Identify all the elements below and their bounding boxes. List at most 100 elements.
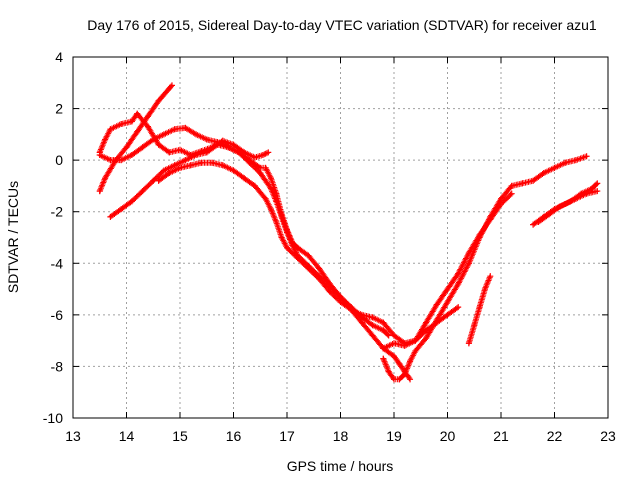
data-point [380, 345, 387, 352]
data-point [144, 123, 151, 130]
y-tick-label: 2 [55, 101, 63, 117]
data-point [471, 322, 478, 329]
y-tick-label: -8 [51, 358, 64, 374]
series-markers [380, 191, 514, 352]
data-point [530, 177, 537, 184]
data-point [423, 327, 430, 334]
data-point [134, 128, 141, 135]
y-tick-label: -10 [43, 410, 63, 426]
data-point [96, 188, 103, 195]
data-point [455, 270, 462, 277]
data-point [326, 288, 333, 295]
data-point [498, 200, 504, 207]
data-point [476, 304, 483, 311]
data-point [225, 144, 232, 151]
data-point [519, 180, 526, 187]
data-point [155, 141, 162, 148]
data-point [166, 170, 173, 177]
data-point [118, 157, 125, 164]
data-point [316, 265, 323, 272]
series-markers [155, 159, 460, 347]
data-point [412, 347, 419, 354]
data-point [487, 216, 494, 223]
data-point [128, 151, 135, 158]
data-point [294, 255, 301, 262]
data-point [508, 182, 515, 189]
data-point [209, 159, 216, 166]
data-point [278, 234, 285, 241]
x-axis-label: GPS time / hours [287, 458, 394, 474]
data-point [102, 136, 109, 143]
data-point [246, 159, 253, 166]
data-point [369, 322, 376, 329]
data-point [567, 198, 574, 205]
data-point [433, 301, 440, 308]
data-point [123, 144, 130, 151]
data-point [177, 164, 183, 171]
data-point [316, 275, 323, 282]
data-point [594, 188, 601, 195]
data-point [369, 314, 376, 321]
data-point [284, 244, 290, 251]
data-point [96, 151, 103, 158]
series-arc-6 [380, 153, 590, 383]
data-point [385, 368, 392, 375]
data-point [481, 286, 488, 293]
data-point [155, 177, 162, 184]
data-point [401, 371, 408, 378]
y-tick-label: -4 [51, 255, 64, 271]
data-point [391, 353, 397, 360]
data-point [391, 332, 397, 339]
series-arc-2 [96, 110, 272, 161]
x-tick-label: 21 [493, 428, 509, 444]
data-point [203, 149, 210, 156]
x-tick-label: 18 [333, 428, 349, 444]
data-point [230, 167, 237, 174]
data-point [551, 164, 558, 171]
x-tick-label: 22 [547, 428, 563, 444]
data-point [407, 358, 414, 365]
y-axis-label: SDTVAR / TECUs [5, 181, 21, 293]
x-tick-label: 16 [226, 428, 242, 444]
series-arc-8 [465, 273, 494, 347]
data-point [284, 229, 290, 236]
data-point [455, 280, 462, 287]
data-point [128, 198, 135, 205]
data-point [380, 355, 387, 362]
data-point [171, 162, 178, 169]
data-point [251, 182, 258, 189]
data-point [150, 136, 157, 143]
x-tick-label: 23 [600, 428, 616, 444]
data-point [444, 311, 451, 318]
data-point [407, 376, 414, 383]
data-point [267, 175, 274, 182]
y-tick-label: -6 [51, 307, 64, 323]
y-tick-label: -2 [51, 204, 64, 220]
data-point [273, 219, 280, 226]
data-point [380, 327, 387, 334]
data-point [391, 376, 397, 383]
data-point [433, 317, 440, 324]
data-point [401, 342, 408, 349]
data-point [369, 332, 376, 339]
data-point [267, 185, 274, 192]
data-point [396, 360, 403, 367]
data-point [251, 154, 258, 161]
data-point [259, 151, 266, 158]
data-point [102, 175, 109, 182]
data-point [187, 162, 194, 169]
x-tick-label: 17 [279, 428, 295, 444]
data-point [508, 190, 515, 197]
data-point [358, 319, 365, 326]
data-point [139, 188, 146, 195]
data-point [273, 198, 280, 205]
data-point [289, 242, 296, 249]
series-arc-4 [107, 141, 414, 383]
data-point [546, 211, 553, 218]
data-point [444, 298, 451, 305]
data-point [588, 185, 595, 192]
x-tick-label: 13 [65, 428, 81, 444]
data-point [128, 118, 135, 125]
series-arc-10 [535, 180, 601, 226]
data-series [96, 82, 601, 383]
